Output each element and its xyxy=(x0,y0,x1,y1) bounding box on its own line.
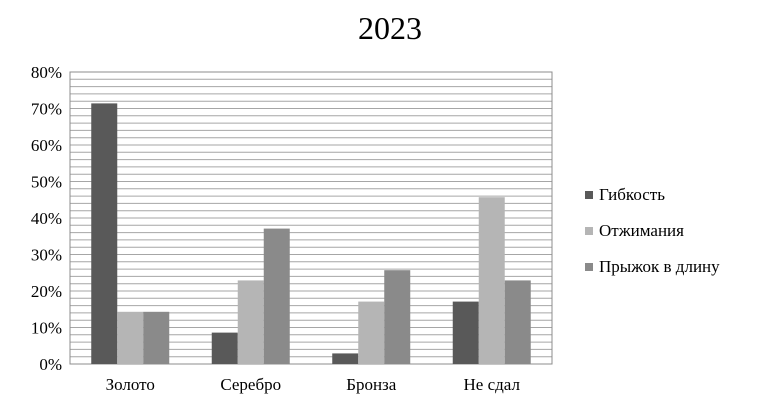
legend-swatch-flexibility xyxy=(585,191,593,199)
bar xyxy=(263,228,290,364)
legend-label-long-jump: Прыжок в длину xyxy=(599,257,720,276)
bar xyxy=(358,301,385,364)
bar xyxy=(332,353,359,364)
plot-frame xyxy=(69,71,553,365)
legend-swatch-pushups xyxy=(585,227,593,235)
y-tick-label: 30% xyxy=(31,246,62,265)
y-tick-label: 80% xyxy=(31,63,62,82)
y-tick-label: 70% xyxy=(31,100,62,119)
x-tick-label: Не сдал xyxy=(464,375,521,394)
y-tick-label: 60% xyxy=(31,136,62,155)
legend: Гибкость Отжимания Прыжок в длину xyxy=(585,185,720,294)
legend-item-flexibility: Гибкость xyxy=(585,185,720,204)
bar xyxy=(452,301,479,364)
chart-title: 2023 xyxy=(358,10,422,46)
x-tick-label: Серебро xyxy=(220,375,281,394)
legend-label-flexibility: Гибкость xyxy=(599,185,665,204)
x-tick-label: Бронза xyxy=(346,375,397,394)
y-tick-label: 0% xyxy=(39,355,62,374)
bar xyxy=(237,280,264,364)
legend-item-long-jump: Прыжок в длину xyxy=(585,257,720,276)
legend-swatch-long-jump xyxy=(585,263,593,271)
x-tick-label: Золото xyxy=(106,375,155,394)
bar xyxy=(384,270,411,364)
bar xyxy=(117,311,144,364)
bar xyxy=(478,197,505,364)
y-tick-label: 50% xyxy=(31,173,62,192)
bar xyxy=(504,280,531,364)
bar xyxy=(211,332,238,364)
y-tick-label: 20% xyxy=(31,282,62,301)
bar xyxy=(91,103,118,364)
bar xyxy=(143,311,170,364)
legend-label-pushups: Отжимания xyxy=(599,221,684,240)
y-tick-label: 10% xyxy=(31,319,62,338)
legend-item-pushups: Отжимания xyxy=(585,221,720,240)
y-tick-label: 40% xyxy=(31,209,62,228)
